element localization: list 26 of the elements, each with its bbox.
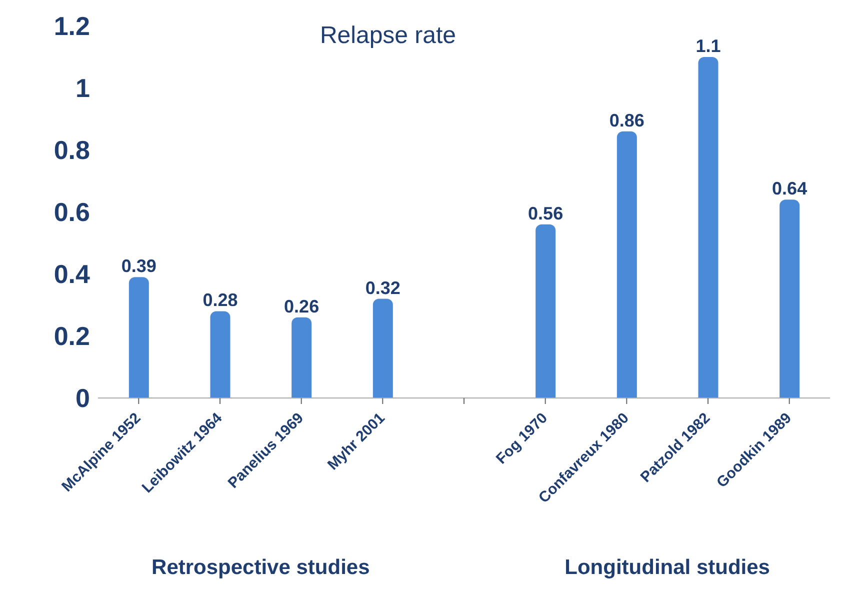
data-label: 0.28 (202, 290, 238, 310)
text: Longitudinal studies (564, 556, 771, 580)
chart-title: Relapse rate (318, 22, 458, 50)
bar (780, 200, 800, 398)
y-tick-label: 0.2 (54, 321, 90, 352)
data-label: 0.64 (772, 178, 808, 199)
y-tick-label: 1.2 (54, 11, 90, 42)
y-tick-label: 0 (76, 383, 90, 414)
data-label: 0.32 (365, 278, 400, 298)
bar (210, 311, 230, 398)
data-label: 0.86 (609, 110, 644, 130)
bar (536, 224, 556, 398)
data-label: 1.1 (696, 36, 721, 56)
text: Retrospective studies (150, 556, 371, 580)
bar (616, 131, 637, 398)
data-label: 0.56 (528, 203, 564, 224)
data-label: 0.39 (121, 256, 156, 276)
bar (128, 277, 149, 398)
bar (292, 317, 312, 398)
bar (698, 57, 718, 398)
data-label: 0.26 (284, 296, 320, 316)
y-tick-label: 0.4 (54, 259, 91, 290)
y-tick-label: 0.6 (54, 197, 90, 228)
y-tick-label: 1 (76, 73, 90, 104)
bar (372, 298, 393, 398)
y-tick-label: 0.8 (54, 135, 90, 166)
